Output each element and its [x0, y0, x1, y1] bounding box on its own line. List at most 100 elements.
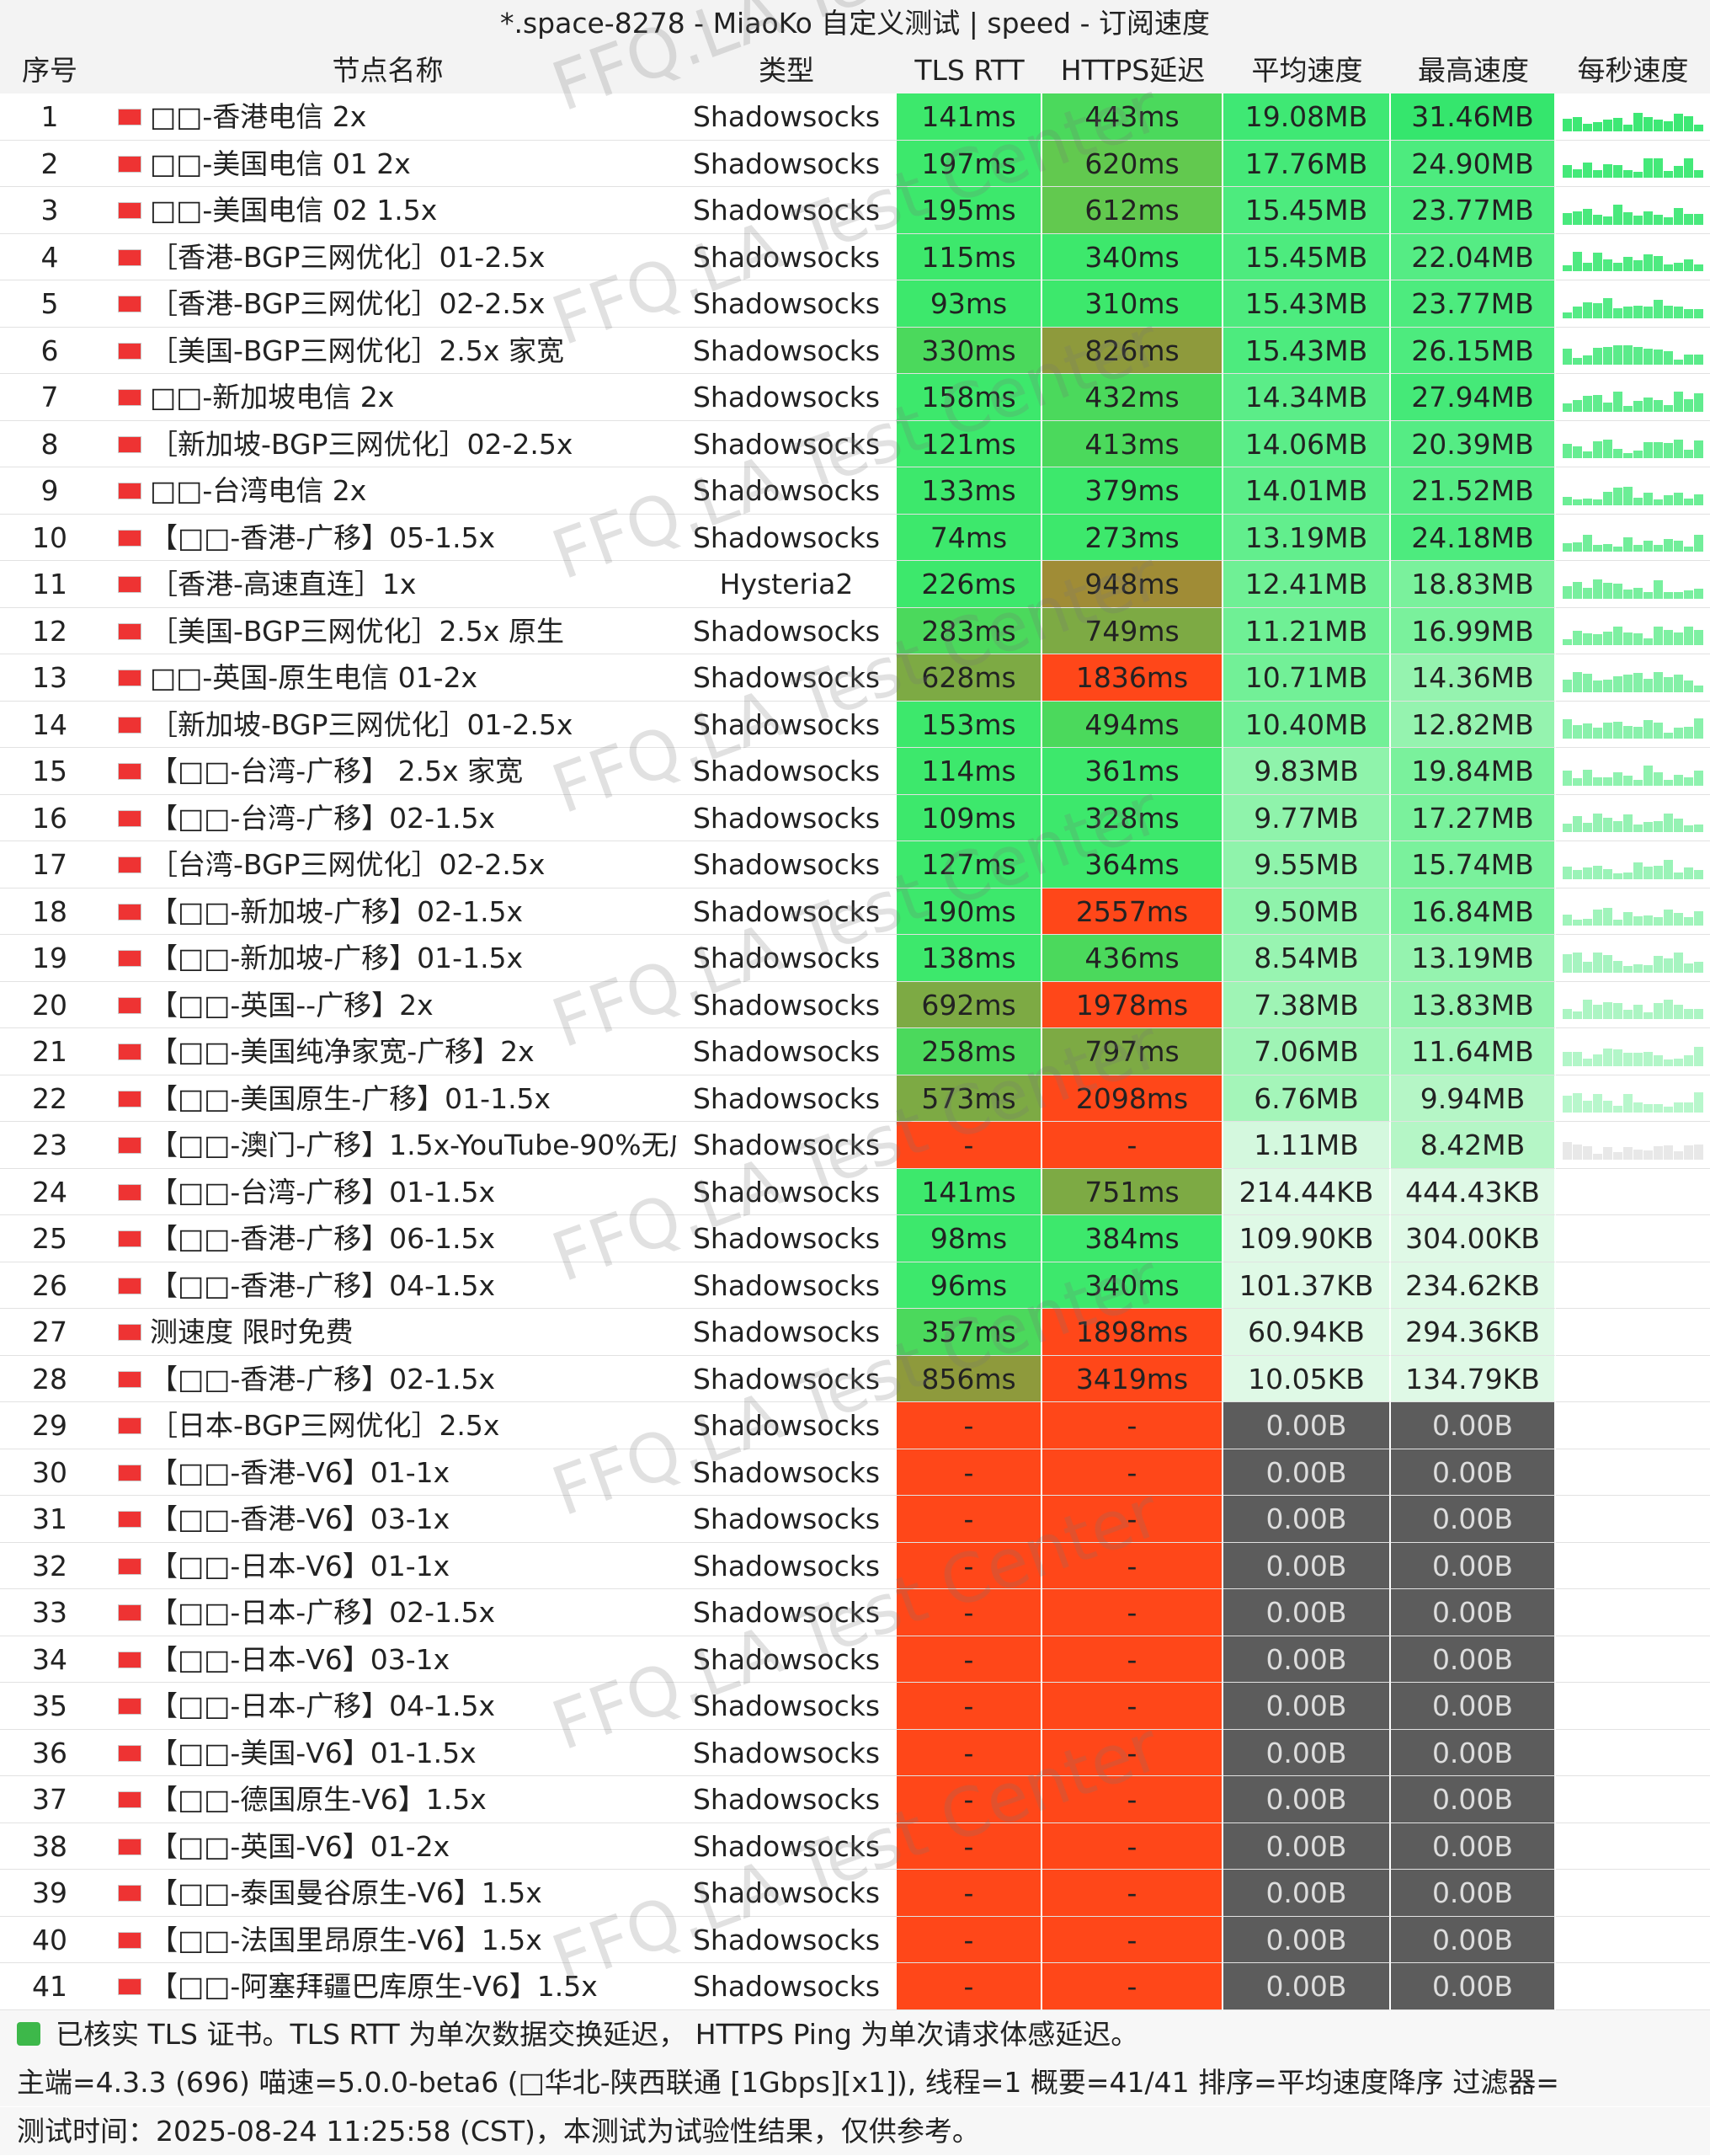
sparkline-bar [1623, 487, 1633, 505]
table-cell: Shadowsocks [676, 935, 897, 982]
sparkline-bar [1643, 306, 1653, 318]
table-cell: 12.82MB [1391, 701, 1556, 748]
sparkline-bar [1694, 1092, 1703, 1113]
sparkline-bar [1563, 586, 1572, 599]
table-cell: 109.90KB [1223, 1215, 1391, 1262]
table-cell: 1898ms [1042, 1309, 1223, 1356]
flag-icon [118, 296, 141, 312]
table-cell: - [1042, 1870, 1223, 1917]
sparkline-bar [1643, 678, 1653, 692]
check-icon [17, 2021, 40, 2046]
table-cell: 30 [0, 1449, 99, 1496]
sparkline-bar [1654, 120, 1663, 131]
sparkline-bar [1583, 302, 1592, 318]
sparkline-bar [1583, 961, 1592, 973]
sparkline-bar [1613, 675, 1622, 692]
sparkline-bar [1603, 955, 1612, 973]
sparkline-bar [1694, 686, 1703, 692]
table-cell: 19.08MB [1223, 93, 1391, 141]
sparkline-bar [1633, 305, 1643, 318]
sparkline-bar [1623, 306, 1633, 318]
sparkline-bar [1694, 1008, 1703, 1019]
flag-icon [118, 1557, 141, 1575]
sparkline-bar [1623, 814, 1633, 832]
sparkline-bar [1674, 540, 1683, 552]
table-cell: 16.99MB [1391, 607, 1556, 654]
table-cell: 14.36MB [1391, 654, 1556, 702]
sparkline-bar [1694, 264, 1703, 271]
table-cell: Shadowsocks [676, 608, 897, 654]
sparkline-bar [1613, 165, 1622, 178]
sparkline-bar [1674, 632, 1683, 645]
sparkline-bar [1694, 910, 1703, 926]
column-header: TLS RTT [897, 47, 1042, 93]
table-cell: 74ms [897, 514, 1042, 561]
sparkline-bar [1623, 589, 1633, 599]
table-cell: 692ms [897, 981, 1042, 1028]
column-header: HTTPS延迟 [1042, 47, 1223, 93]
sparkline [1556, 1169, 1710, 1215]
flag-icon [118, 435, 141, 453]
sparkline-bar [1643, 821, 1653, 832]
sparkline-bar [1674, 872, 1683, 879]
sparkline-bar [1684, 115, 1693, 131]
table-cell: □□-香港电信 2x [99, 93, 676, 141]
sparkline-bar [1593, 1153, 1602, 1160]
sparkline-bar [1694, 825, 1703, 832]
table-cell: 【□□-日本-V6】01-1x [99, 1543, 676, 1589]
table-cell: 【□□-日本-广移】04-1.5x [99, 1683, 676, 1730]
sparkline-bar [1643, 211, 1653, 225]
sparkline-bar [1603, 119, 1612, 131]
sparkline-bar [1664, 121, 1673, 131]
sparkline-bar [1664, 443, 1673, 458]
table-cell: 24.90MB [1391, 140, 1556, 187]
table-cell: 384ms [1042, 1215, 1223, 1262]
table-cell: 18 [0, 889, 99, 935]
sparkline-bar [1623, 912, 1633, 926]
sparkline-bar [1643, 1011, 1653, 1019]
flag-icon [118, 483, 141, 499]
table-cell: 310ms [1042, 280, 1223, 328]
sparkline-bar [1583, 162, 1592, 178]
table-cell: 0.00B [1391, 1870, 1556, 1917]
flag-icon [118, 1791, 141, 1808]
table-cell: 40 [0, 1917, 99, 1963]
table-cell: 1 [0, 93, 99, 141]
flag-icon [118, 1651, 141, 1668]
table-cell: 0.00B [1223, 1449, 1391, 1496]
sparkline-bar [1613, 204, 1622, 225]
flag-icon [118, 576, 141, 593]
table-cell: - [1042, 1496, 1223, 1543]
sparkline [1556, 1543, 1710, 1589]
table-cell: 【□□-英国-V6】01-2x [99, 1823, 676, 1870]
sparkline-bar [1654, 214, 1663, 225]
sparkline-bar [1603, 216, 1612, 225]
table-cell: 9.77MB [1223, 794, 1391, 841]
table-cell: - [1042, 1729, 1223, 1776]
table-cell: 27.94MB [1391, 374, 1556, 421]
window-title: *.space-8278 - MiaoKo 自定义测试 | speed - 订阅… [0, 0, 1710, 47]
table-cell: 【□□-香港-V6】01-1x [99, 1449, 676, 1496]
sparkline-bar [1684, 1145, 1693, 1160]
sparkline-bar [1633, 545, 1643, 552]
sparkline-bar [1603, 818, 1612, 832]
sparkline-bar [1654, 545, 1663, 552]
table-cell: 15.74MB [1391, 841, 1556, 889]
sparkline-bar [1603, 402, 1612, 412]
footer-line: 主端=4.3.3 (696) 喵速=5.0.0-beta6 (□华北-陕西联通 … [0, 2058, 1710, 2107]
sparkline-bar [1684, 259, 1693, 271]
sparkline-bar [1623, 1053, 1633, 1066]
table-cell: 1836ms [1042, 654, 1223, 702]
sparkline-bar [1633, 1102, 1643, 1113]
table-cell: 13 [0, 654, 99, 702]
flag-icon [118, 809, 141, 827]
sparkline-bar [1563, 497, 1572, 505]
table-cell: 11.21MB [1223, 607, 1391, 654]
sparkline-bar [1573, 1011, 1582, 1019]
sparkline-bar [1613, 1151, 1622, 1160]
sparkline-bar [1664, 351, 1673, 365]
sparkline-bar [1573, 1145, 1582, 1160]
sparkline-bar [1633, 259, 1643, 271]
table-cell: Shadowsocks [676, 1215, 897, 1262]
table-cell: 273ms [1042, 514, 1223, 561]
